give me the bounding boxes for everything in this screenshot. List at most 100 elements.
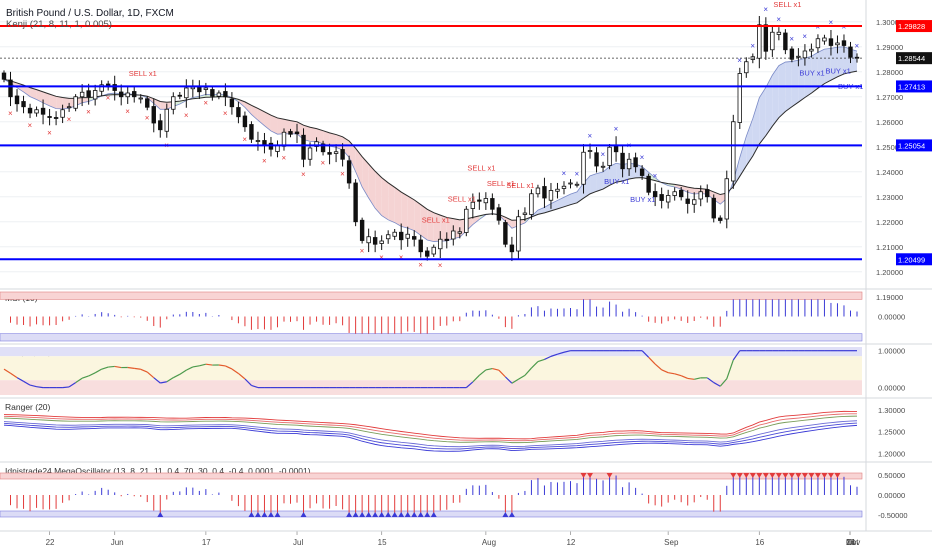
signal-annotation: SELL x1: [422, 216, 450, 225]
candle-body: [211, 90, 215, 97]
buy-marker: ×: [750, 42, 755, 51]
candle-body: [250, 125, 254, 140]
candle-body: [373, 238, 377, 245]
candle-body: [15, 96, 19, 104]
ma-band-segment: [395, 187, 402, 226]
buy-marker: ×: [588, 132, 593, 141]
candle-body: [484, 199, 488, 203]
candle-body: [543, 187, 547, 199]
ma-band-segment: [772, 66, 779, 127]
candle-body: [54, 118, 58, 119]
candle-body: [224, 92, 228, 97]
price-tag-label: 1.25054: [898, 141, 925, 150]
sell-marker: ×: [399, 253, 404, 262]
ma-band-segment: [427, 209, 434, 241]
ma-band-segment: [792, 60, 799, 106]
sell-marker: ×: [67, 115, 72, 124]
candle-body: [491, 199, 495, 210]
candle-body: [308, 148, 312, 159]
sell-marker: ×: [86, 108, 91, 117]
candle-body: [575, 184, 579, 185]
candle-body: [48, 117, 52, 118]
sell-marker: ×: [223, 109, 228, 118]
candle-body: [178, 95, 182, 96]
candle-body: [152, 107, 156, 124]
candle-body: [2, 73, 6, 79]
pane-y-tick-label: 1.20000: [878, 450, 905, 459]
candle-body: [764, 25, 768, 52]
candle-body: [686, 199, 690, 204]
sell-marker: ×: [184, 111, 189, 120]
candle-body: [816, 39, 820, 48]
candle-body: [74, 97, 78, 109]
candle-body: [412, 237, 416, 240]
tci-line: [108, 366, 115, 367]
y-tick-label: 1.22000: [876, 218, 903, 227]
candle-body: [334, 152, 338, 154]
ma-band-segment: [56, 96, 63, 109]
candle-body: [699, 192, 703, 199]
candle-body: [790, 49, 794, 59]
candle-body: [666, 196, 670, 203]
candle-body: [126, 93, 130, 97]
candle-body: [712, 198, 716, 218]
signal-annotation: SELL x1: [129, 69, 157, 78]
sell-marker: ×: [145, 113, 150, 122]
ma-band-segment: [388, 183, 395, 223]
candle-body: [263, 141, 267, 145]
y-tick-label: 1.19000: [876, 293, 903, 302]
ma-band-segment: [779, 62, 786, 118]
sell-marker: ×: [203, 98, 208, 107]
sell-marker: ×: [301, 170, 306, 179]
signal-annotation: SELL x1: [467, 163, 495, 172]
sell-marker: ×: [379, 253, 384, 262]
candle-body: [204, 88, 208, 90]
candle-body: [588, 151, 592, 152]
signal-annotation: SELL x1: [448, 194, 476, 203]
candle-body: [758, 25, 762, 59]
signal-annotation: BUY x1: [825, 66, 850, 75]
candle-body: [458, 232, 462, 234]
signal-annotation: BUY x1: [799, 69, 824, 78]
ma-band-segment: [408, 196, 415, 231]
candle-body: [784, 33, 788, 50]
candle-body: [725, 179, 729, 219]
candle-body: [360, 220, 364, 240]
pane-y-tick-label: 1.25000: [878, 428, 905, 437]
ma-band-segment: [414, 200, 421, 235]
candle-body: [634, 158, 638, 167]
pane-y-tick-label: 0.00000: [878, 384, 905, 393]
y-tick-label: 1.20000: [876, 268, 903, 277]
candle-body: [777, 32, 781, 34]
candle-body: [738, 74, 742, 123]
candle-body: [87, 91, 91, 97]
signal-annotation: BUY x1: [630, 195, 655, 204]
candle-body: [145, 99, 149, 108]
candle-body: [328, 153, 332, 155]
y-tick-label: 1.24000: [876, 168, 903, 177]
pane-y-tick-label: 0.00000: [878, 491, 905, 500]
candle-body: [478, 200, 482, 201]
pane-title: Ranger (20): [5, 402, 51, 412]
candle-body: [549, 191, 553, 201]
candle-body: [621, 153, 625, 169]
candle-body: [823, 38, 827, 41]
candle-body: [132, 92, 136, 97]
x-tick-label: Jul: [293, 538, 303, 547]
x-tick-label: Aug: [482, 538, 496, 547]
ma-band-segment: [401, 192, 408, 228]
candle-body: [445, 239, 449, 240]
price-tag-label: 1.27413: [898, 82, 925, 91]
candle-body: [302, 135, 306, 159]
candle-body: [171, 97, 175, 110]
buy-marker: ×: [763, 5, 768, 14]
buy-marker: ×: [737, 56, 742, 65]
sell-marker: ×: [281, 154, 286, 163]
sell-marker: ×: [28, 121, 33, 130]
ma-band-segment: [310, 127, 317, 141]
pane-y-tick-label: 0.00000: [878, 313, 905, 322]
candle-body: [829, 39, 833, 46]
candle-body: [295, 132, 299, 134]
